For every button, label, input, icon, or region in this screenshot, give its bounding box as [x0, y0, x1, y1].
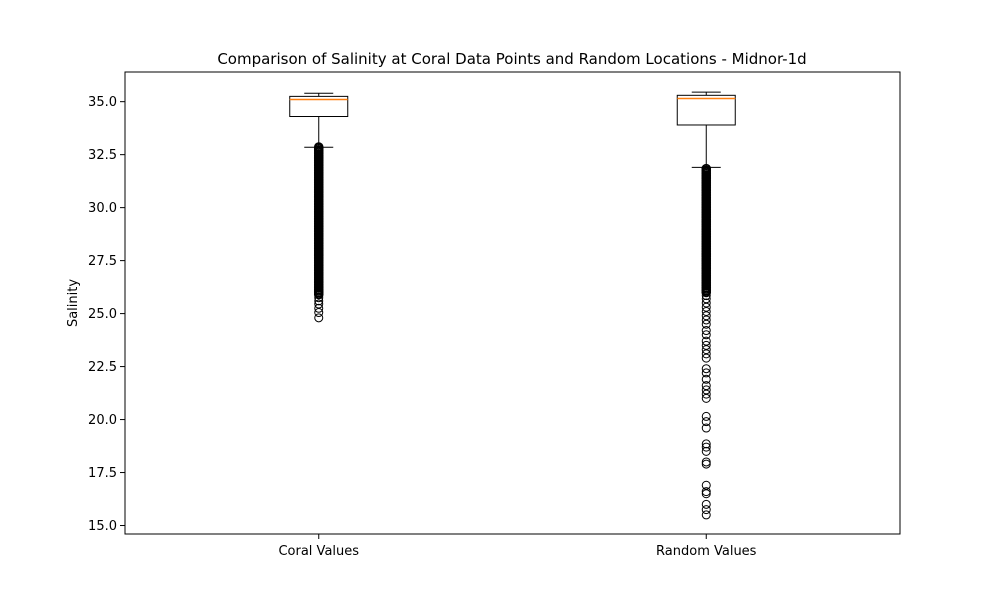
y-tick-label: 30.0 [88, 201, 117, 216]
y-axis-title: Salinity [66, 279, 81, 327]
outlier-point [314, 299, 324, 309]
y-tick-label: 17.5 [88, 466, 117, 481]
chart-title: Comparison of Salinity at Coral Data Poi… [217, 50, 806, 68]
outlier-point [701, 411, 711, 421]
y-tick-label: 27.5 [88, 254, 117, 269]
outlier-point [701, 368, 711, 378]
outlier-point [701, 417, 711, 427]
outlier-point [314, 313, 324, 323]
outlier-point [313, 142, 324, 152]
outlier-point [701, 446, 711, 456]
outlier-point [701, 340, 711, 350]
outlier-point [701, 439, 711, 449]
outlier-point [701, 487, 711, 497]
outlier-point [701, 385, 711, 395]
y-tick-label: 25.0 [88, 307, 117, 322]
outlier-point [314, 303, 324, 313]
iqr-box [289, 95, 349, 118]
iqr-box [676, 94, 736, 126]
y-tick-label: 15.0 [88, 519, 117, 534]
outlier-point [701, 442, 711, 452]
y-tick-label: 32.5 [88, 148, 117, 163]
y-tick-label: 22.5 [88, 360, 117, 375]
outlier-point [314, 293, 324, 303]
outlier-point [701, 294, 711, 304]
outlier-point [701, 381, 711, 391]
outlier-point [701, 505, 711, 515]
outlier-point [701, 374, 711, 384]
outlier-point [701, 457, 711, 467]
plot-area: 15.0 17.5 20.0 22.5 25.0 27.5 30.0 32.5 35.0 Cora… [88, 71, 901, 559]
y-tick-label: 35.0 [88, 95, 117, 110]
outlier-point [701, 326, 711, 336]
y-tick-label: 20.0 [88, 413, 117, 428]
outlier-point [701, 163, 712, 174]
outlier-point [701, 364, 711, 374]
outlier-point [701, 480, 711, 490]
outlier-point [701, 423, 711, 433]
axes-frame [124, 71, 901, 535]
outlier-point [701, 330, 711, 340]
outlier-point [701, 291, 711, 301]
outlier-point [701, 459, 711, 469]
outlier-point [701, 298, 711, 308]
outlier-point [701, 499, 711, 509]
outlier-point [314, 296, 324, 306]
x-tick-label: Coral Values [278, 544, 359, 559]
outlier-point [701, 510, 711, 520]
x-tick-label: Random Values [656, 544, 757, 559]
outlier-point [701, 336, 711, 346]
